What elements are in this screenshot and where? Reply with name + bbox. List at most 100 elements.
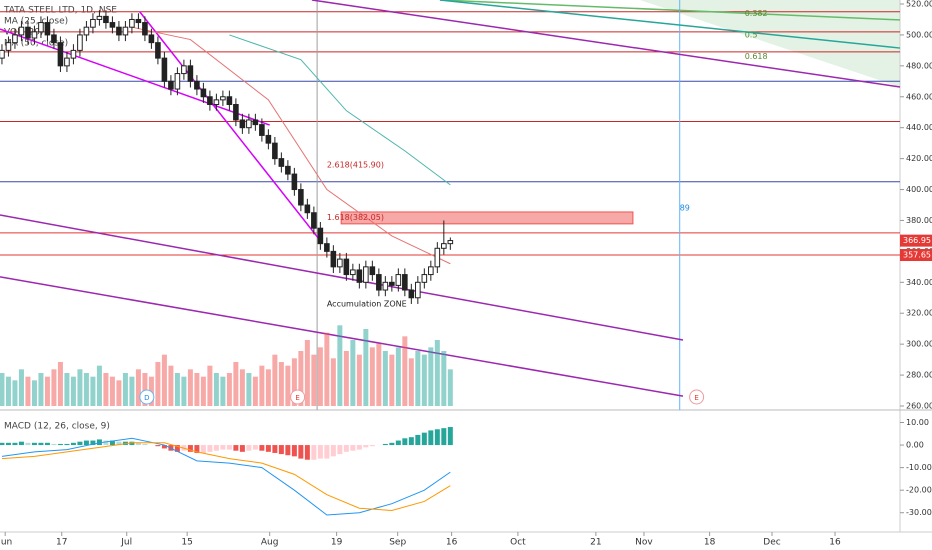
candle-body xyxy=(96,15,103,20)
volume-bar xyxy=(220,376,226,406)
volume-bar xyxy=(298,351,304,406)
candle-body xyxy=(181,65,187,75)
macd-histogram-bar xyxy=(18,441,24,446)
macd-histogram-bar xyxy=(415,434,421,446)
volume-bar xyxy=(330,358,336,406)
macd-histogram-bar xyxy=(135,442,141,446)
macd-histogram-bar xyxy=(363,445,369,448)
annotation: 89 xyxy=(680,204,690,213)
macd-tick-label: 10.00 xyxy=(906,418,929,427)
candle-body xyxy=(434,247,441,268)
x-tick-label: Oct xyxy=(510,538,526,548)
candle-body xyxy=(350,269,356,276)
volume-bar xyxy=(51,369,57,406)
volume-bar xyxy=(226,373,232,406)
moving-average xyxy=(229,34,451,186)
volume-bar xyxy=(142,373,148,406)
y-tick-label: 340.00 xyxy=(906,278,932,287)
macd-line xyxy=(1,442,451,511)
volume-bar xyxy=(317,347,323,406)
volume-bar xyxy=(103,373,109,406)
event-label: E xyxy=(295,394,299,402)
candle-body xyxy=(376,274,382,291)
volume-bar xyxy=(200,376,206,406)
candle-body xyxy=(369,266,376,276)
x-tick-label: 21 xyxy=(590,538,601,548)
macd-histogram-bar xyxy=(285,445,291,456)
price-label-box xyxy=(900,249,932,262)
macd-histogram-bar xyxy=(109,440,115,446)
annotation: 0.382 xyxy=(745,9,768,18)
volume-bar xyxy=(96,365,102,406)
macd-histogram-bar xyxy=(311,445,317,460)
macd-histogram-bar xyxy=(70,442,76,446)
macd-histogram-bar xyxy=(187,445,193,452)
candle-body xyxy=(421,274,428,283)
macd-histogram-bar xyxy=(77,441,83,446)
macd-histogram-bar xyxy=(51,443,57,446)
macd-histogram-bar xyxy=(272,445,278,453)
candle-body xyxy=(226,96,233,106)
candle-body xyxy=(259,124,265,136)
volume-bar xyxy=(168,365,174,406)
volume-bar xyxy=(337,325,343,406)
macd-histogram-bar xyxy=(226,445,232,450)
x-tick-label: 16 xyxy=(829,538,841,548)
macd-histogram-bar xyxy=(343,445,349,452)
volume-bar xyxy=(213,373,219,406)
candle-body xyxy=(317,227,324,245)
volume-bar xyxy=(5,376,11,406)
volume-bar xyxy=(25,376,31,406)
candle-body xyxy=(64,57,70,67)
volume-bar xyxy=(90,376,96,406)
macd-histogram-bar xyxy=(220,445,226,450)
volume-bar xyxy=(135,369,141,406)
volume-bar xyxy=(18,369,24,406)
volume-bar xyxy=(382,351,388,406)
x-tick-label: 18 xyxy=(704,538,716,548)
candle-body xyxy=(5,42,12,51)
macd-histogram-bar xyxy=(90,440,96,446)
macd-histogram-bar xyxy=(142,443,148,446)
x-tick-label: Dec xyxy=(763,538,780,548)
x-tick-label: 19 xyxy=(331,538,343,548)
candle-body xyxy=(324,243,330,252)
fib-fan-zone xyxy=(440,0,900,87)
candle-body xyxy=(18,26,25,36)
annotation: 0.5 xyxy=(745,30,758,39)
annotation: 1.618(382.05) xyxy=(327,213,384,222)
candle-body xyxy=(441,243,447,249)
macd-histogram-bar xyxy=(207,445,213,452)
legend-entry: TATA STEEL LTD, 1D, NSE xyxy=(3,6,117,16)
candle-body xyxy=(304,204,311,214)
candle-body xyxy=(213,99,220,106)
annotation: 0.618 xyxy=(745,52,768,61)
candle-body xyxy=(77,34,83,51)
volume-bar xyxy=(272,354,278,406)
volume-bar xyxy=(343,351,349,406)
y-tick-label: 300.00 xyxy=(906,340,932,349)
volume-bar xyxy=(434,340,440,406)
event-label: D xyxy=(144,394,149,402)
volume-bar xyxy=(187,369,193,406)
x-tick-label: Jun xyxy=(0,538,12,548)
volume-bar xyxy=(415,351,421,406)
candle-body xyxy=(447,240,454,245)
volume-bar xyxy=(174,373,180,406)
volume-bar xyxy=(376,343,382,406)
macd-histogram-bar xyxy=(324,445,330,459)
macd-histogram-bar xyxy=(0,442,5,446)
macd-histogram-bar xyxy=(259,445,265,451)
price-label: 366.95 xyxy=(903,236,931,245)
candle-body xyxy=(363,266,369,283)
y-tick-label: 380.00 xyxy=(906,216,932,225)
event-marker xyxy=(139,389,155,405)
candle-body xyxy=(246,119,252,129)
legend-entry: MA (25, close) xyxy=(4,17,68,27)
y-tick-label: 280.00 xyxy=(906,371,932,380)
candle-body xyxy=(220,96,226,101)
volume-bar xyxy=(350,340,356,406)
annotation: 2.618(415.90) xyxy=(327,160,384,169)
macd-histogram-bar xyxy=(278,445,284,455)
macd-histogram-bar xyxy=(408,437,414,446)
